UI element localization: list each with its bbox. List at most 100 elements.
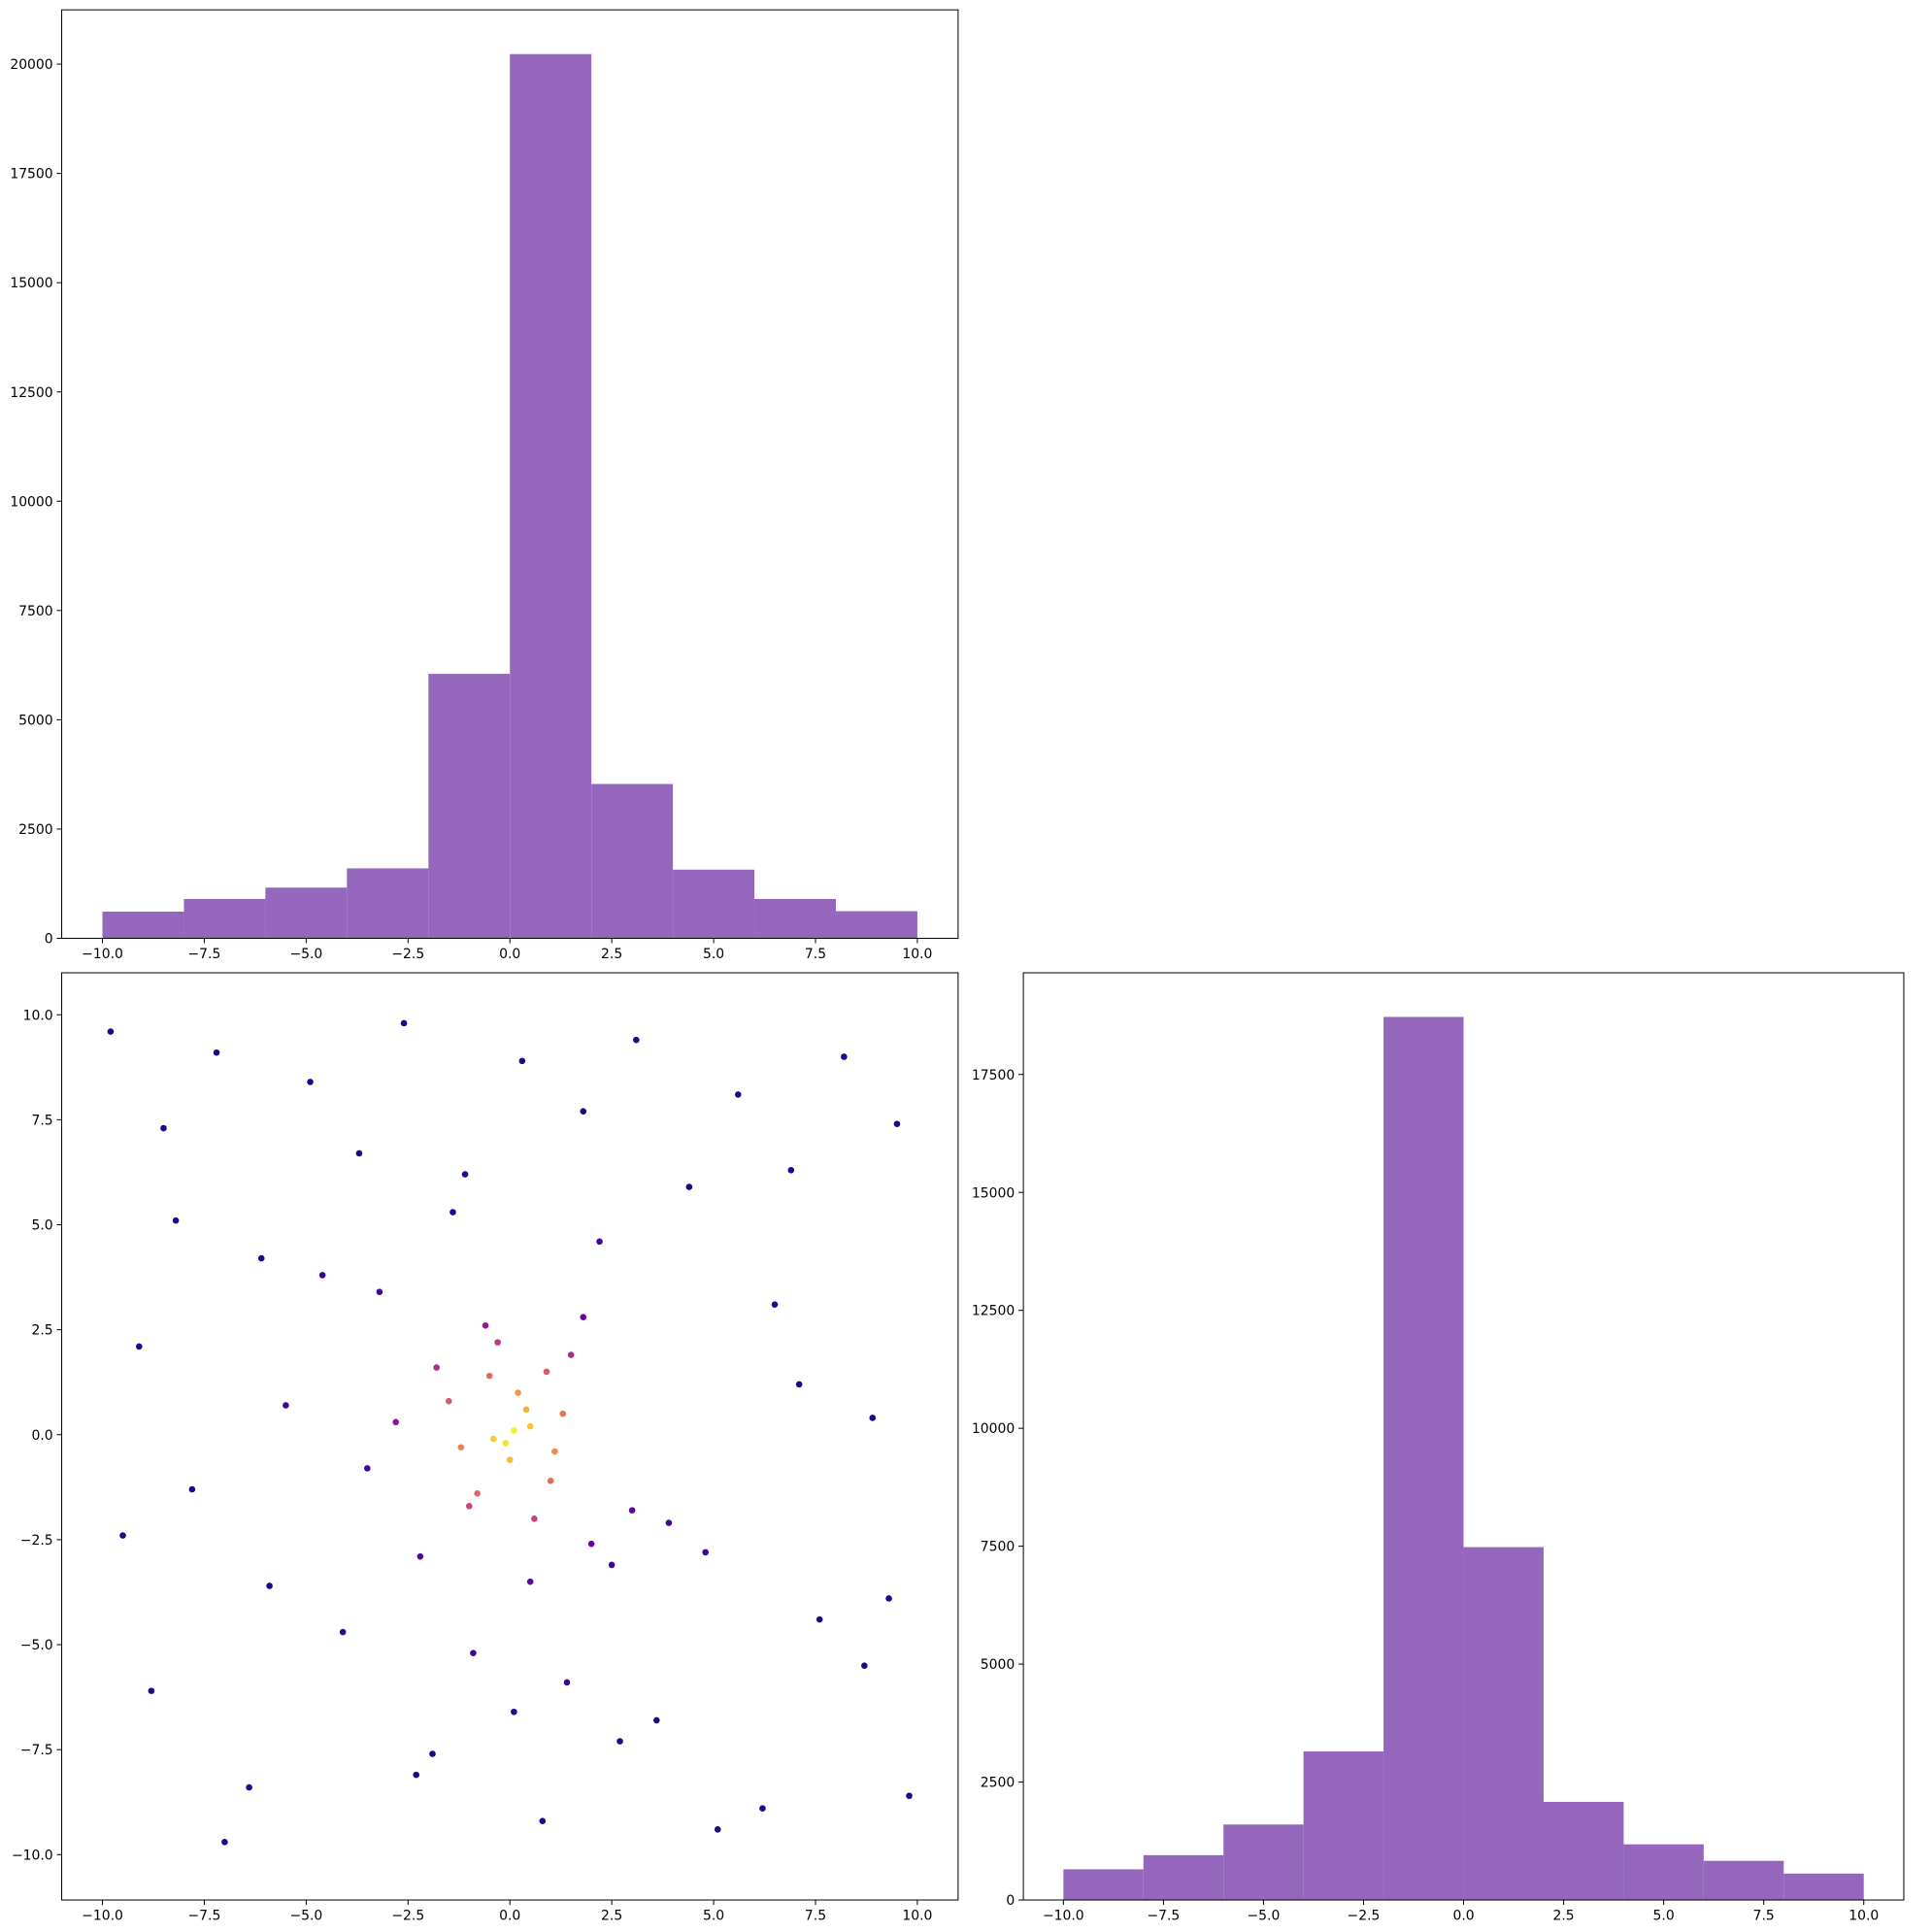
point xyxy=(628,1507,636,1514)
point xyxy=(318,1272,326,1279)
point xyxy=(433,1364,440,1371)
point xyxy=(759,1805,766,1813)
point xyxy=(502,1440,510,1447)
x-tick-label: −2.5 xyxy=(391,947,424,962)
y-tick-label: −5.0 xyxy=(20,1638,53,1653)
point xyxy=(734,1091,742,1098)
bar xyxy=(1543,1801,1624,1901)
y-tick-label: 10000 xyxy=(10,494,52,510)
axes-frame xyxy=(61,972,959,1901)
point xyxy=(494,1339,501,1346)
x-tick-label: 2.5 xyxy=(601,1908,622,1923)
point xyxy=(906,1792,913,1800)
point xyxy=(457,1444,465,1451)
bar xyxy=(265,887,348,939)
x-tick-label: −7.5 xyxy=(1147,1908,1180,1923)
point xyxy=(515,1389,521,1396)
bar xyxy=(1783,1873,1864,1901)
bar xyxy=(835,911,917,939)
x-tick-label: 10.0 xyxy=(902,1908,932,1923)
bar xyxy=(673,869,755,939)
point xyxy=(539,1817,547,1825)
point xyxy=(485,1372,493,1380)
x-tick-label: −2.5 xyxy=(1348,1908,1381,1923)
bar xyxy=(183,898,266,939)
y-tick-label: 12500 xyxy=(972,1304,1015,1319)
x-tick-label: −5.0 xyxy=(289,1908,322,1923)
point xyxy=(653,1716,660,1724)
point xyxy=(465,1503,473,1510)
bar xyxy=(102,912,184,939)
bar xyxy=(1383,1016,1464,1901)
x-tick-label: −2.5 xyxy=(391,1908,424,1923)
point xyxy=(257,1254,265,1262)
point xyxy=(702,1549,709,1556)
point xyxy=(148,1687,155,1694)
y-tick-label: 7500 xyxy=(18,604,52,619)
y-tick-label: 0 xyxy=(1006,1893,1015,1909)
point xyxy=(869,1415,877,1421)
point xyxy=(616,1738,623,1745)
point xyxy=(307,1079,314,1085)
x-tick-label: 5.0 xyxy=(703,947,724,962)
point xyxy=(470,1649,477,1656)
point xyxy=(893,1120,901,1127)
panel: −10.0 −7.5 −5.0 −2.5 0.0 2.5 5.0 7.5 10.0 0 2500 50… xyxy=(10,9,959,962)
x-tick-label: −10.0 xyxy=(82,947,123,962)
point xyxy=(188,1485,196,1493)
point xyxy=(339,1628,347,1636)
point xyxy=(213,1049,220,1056)
y-tick-label: 20000 xyxy=(10,57,52,73)
point xyxy=(587,1540,595,1548)
point xyxy=(543,1368,550,1376)
point xyxy=(551,1448,558,1455)
point xyxy=(400,1019,408,1027)
point xyxy=(795,1381,803,1388)
point xyxy=(531,1515,538,1522)
point xyxy=(563,1679,571,1686)
point xyxy=(221,1839,228,1846)
point xyxy=(283,1402,289,1409)
x-tick-label: 7.5 xyxy=(1753,1908,1775,1923)
point xyxy=(482,1322,489,1329)
point xyxy=(416,1552,424,1560)
point xyxy=(246,1783,252,1791)
x-tick-label: 7.5 xyxy=(805,1908,826,1923)
y-tick-label: 15000 xyxy=(972,1185,1015,1201)
y-tick-label: 7.5 xyxy=(32,1113,53,1128)
y-tick-label: 12500 xyxy=(10,385,52,401)
point xyxy=(526,1578,534,1585)
bar xyxy=(1303,1750,1384,1901)
point xyxy=(119,1532,126,1539)
point xyxy=(714,1826,721,1833)
y-tick-label: 10000 xyxy=(972,1421,1015,1437)
x-tick-label: 0.0 xyxy=(1452,1908,1474,1923)
y-tick-label: 2500 xyxy=(981,1776,1015,1791)
y-tick-label: −7.5 xyxy=(20,1743,53,1758)
point xyxy=(266,1582,273,1589)
y-tick-label: 10.0 xyxy=(23,1008,53,1023)
bar xyxy=(1623,1844,1704,1901)
bar xyxy=(1463,1547,1544,1901)
point xyxy=(861,1662,868,1669)
y-tick-label: 2500 xyxy=(18,822,52,838)
y-tick-label: 0.0 xyxy=(32,1428,53,1444)
point xyxy=(567,1351,575,1358)
panel: −10.0 −7.5 −5.0 −2.5 0.0 2.5 5.0 7.5 10.0 −10.0 −7… xyxy=(12,972,959,1923)
x-tick-label: 10.0 xyxy=(1848,1908,1879,1923)
point xyxy=(580,1108,587,1116)
point xyxy=(474,1490,481,1497)
x-tick-label: 7.5 xyxy=(805,947,826,962)
x-tick-label: 2.5 xyxy=(601,947,622,962)
y-tick-label: 0 xyxy=(45,932,53,948)
x-tick-label: 0.0 xyxy=(499,947,520,962)
point xyxy=(771,1301,779,1308)
point xyxy=(608,1561,616,1569)
y-tick-label: 15000 xyxy=(10,276,52,291)
point xyxy=(559,1410,567,1417)
x-tick-label: −5.0 xyxy=(1248,1908,1281,1923)
point xyxy=(580,1314,587,1320)
y-tick-label: 17500 xyxy=(10,167,52,183)
bar xyxy=(1143,1854,1224,1901)
point xyxy=(547,1478,554,1484)
